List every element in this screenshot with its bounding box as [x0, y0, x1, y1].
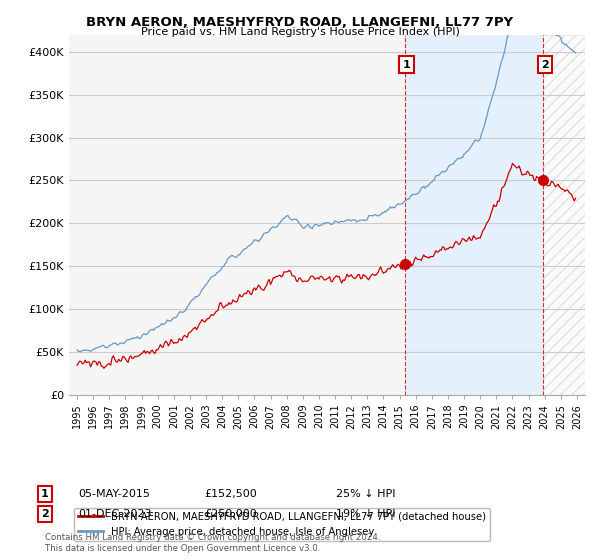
Text: 25% ↓ HPI: 25% ↓ HPI [336, 489, 395, 499]
Text: 1: 1 [403, 60, 410, 70]
Text: 05-MAY-2015: 05-MAY-2015 [78, 489, 150, 499]
Text: £152,500: £152,500 [204, 489, 257, 499]
Text: 19% ↓ HPI: 19% ↓ HPI [336, 509, 395, 519]
Text: BRYN AERON, MAESHYFRYD ROAD, LLANGEFNI, LL77 7PY: BRYN AERON, MAESHYFRYD ROAD, LLANGEFNI, … [86, 16, 514, 29]
Text: Price paid vs. HM Land Registry's House Price Index (HPI): Price paid vs. HM Land Registry's House … [140, 27, 460, 37]
Text: 2: 2 [41, 509, 49, 519]
Bar [405, 35, 544, 395]
Text: £250,000: £250,000 [204, 509, 257, 519]
Legend: BRYN AERON, MAESHYFRYD ROAD, LLANGEFNI, LL77 7PY (detached house), HPI: Average : BRYN AERON, MAESHYFRYD ROAD, LLANGEFNI, … [74, 508, 490, 541]
Bar [544, 35, 585, 395]
Text: Contains HM Land Registry data © Crown copyright and database right 2024.
This d: Contains HM Land Registry data © Crown c… [45, 533, 380, 553]
Text: 1: 1 [41, 489, 49, 499]
Text: 01-DEC-2023: 01-DEC-2023 [78, 509, 151, 519]
Text: 2: 2 [541, 60, 549, 70]
